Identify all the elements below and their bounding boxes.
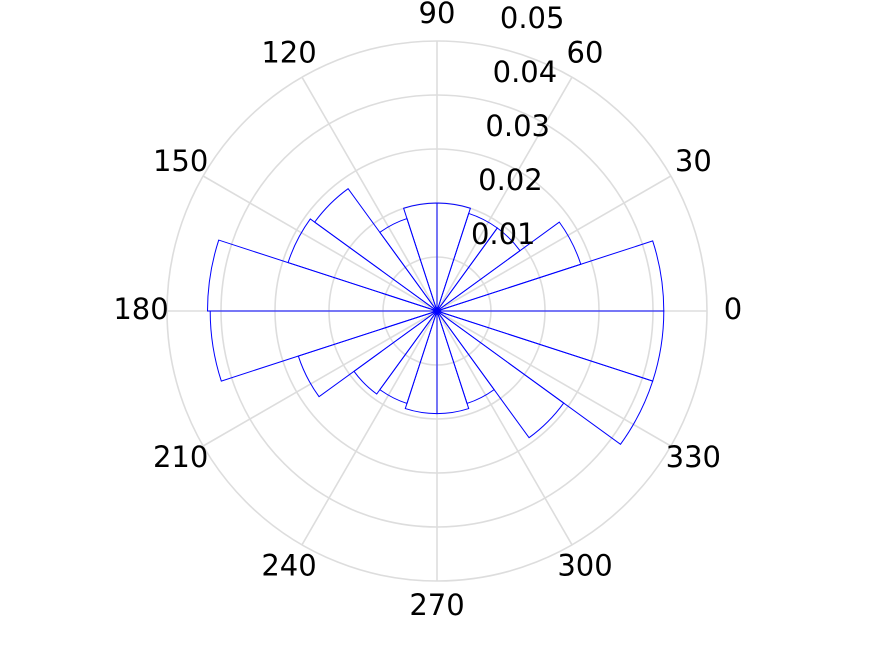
bar <box>436 221 582 312</box>
bar <box>209 310 438 382</box>
theta-grid-line <box>436 310 573 546</box>
theta-tick-label: 90 <box>419 0 456 30</box>
theta-grid-line <box>436 76 573 312</box>
theta-tick-label: 0 <box>724 292 742 326</box>
theta-grid-line <box>301 310 438 546</box>
bar <box>353 310 438 395</box>
theta-grid-line <box>301 76 438 312</box>
theta-tick-label: 330 <box>666 440 721 474</box>
theta-tick-label: 300 <box>557 548 612 582</box>
theta-tick-label: 150 <box>153 144 208 178</box>
theta-grid-line <box>436 310 672 447</box>
theta-tick-label: 30 <box>675 144 712 178</box>
bar <box>436 310 565 439</box>
theta-tick-label: 120 <box>261 36 316 70</box>
bar <box>436 310 470 415</box>
bar <box>313 187 438 312</box>
theta-tick-label: 60 <box>567 36 604 70</box>
theta-grid-line <box>202 310 438 447</box>
theta-tick-label: 270 <box>409 588 464 622</box>
bar <box>436 310 665 382</box>
theta-tick-label: 180 <box>113 292 168 326</box>
r-tick-label: 0.01 <box>471 217 536 251</box>
theta-grid-line <box>202 175 438 312</box>
theta-tick-label: 210 <box>153 440 208 474</box>
r-tick-label: 0.05 <box>500 1 565 35</box>
r-tick-label: 0.02 <box>478 163 543 197</box>
r-tick-label: 0.04 <box>493 55 558 89</box>
theta-grid-line <box>436 175 672 312</box>
r-grid-circle <box>166 40 708 582</box>
bar <box>206 239 438 312</box>
r-tick-label: 0.03 <box>485 109 550 143</box>
theta-tick-label: 240 <box>261 548 316 582</box>
bar <box>297 310 438 398</box>
bar <box>402 202 438 312</box>
